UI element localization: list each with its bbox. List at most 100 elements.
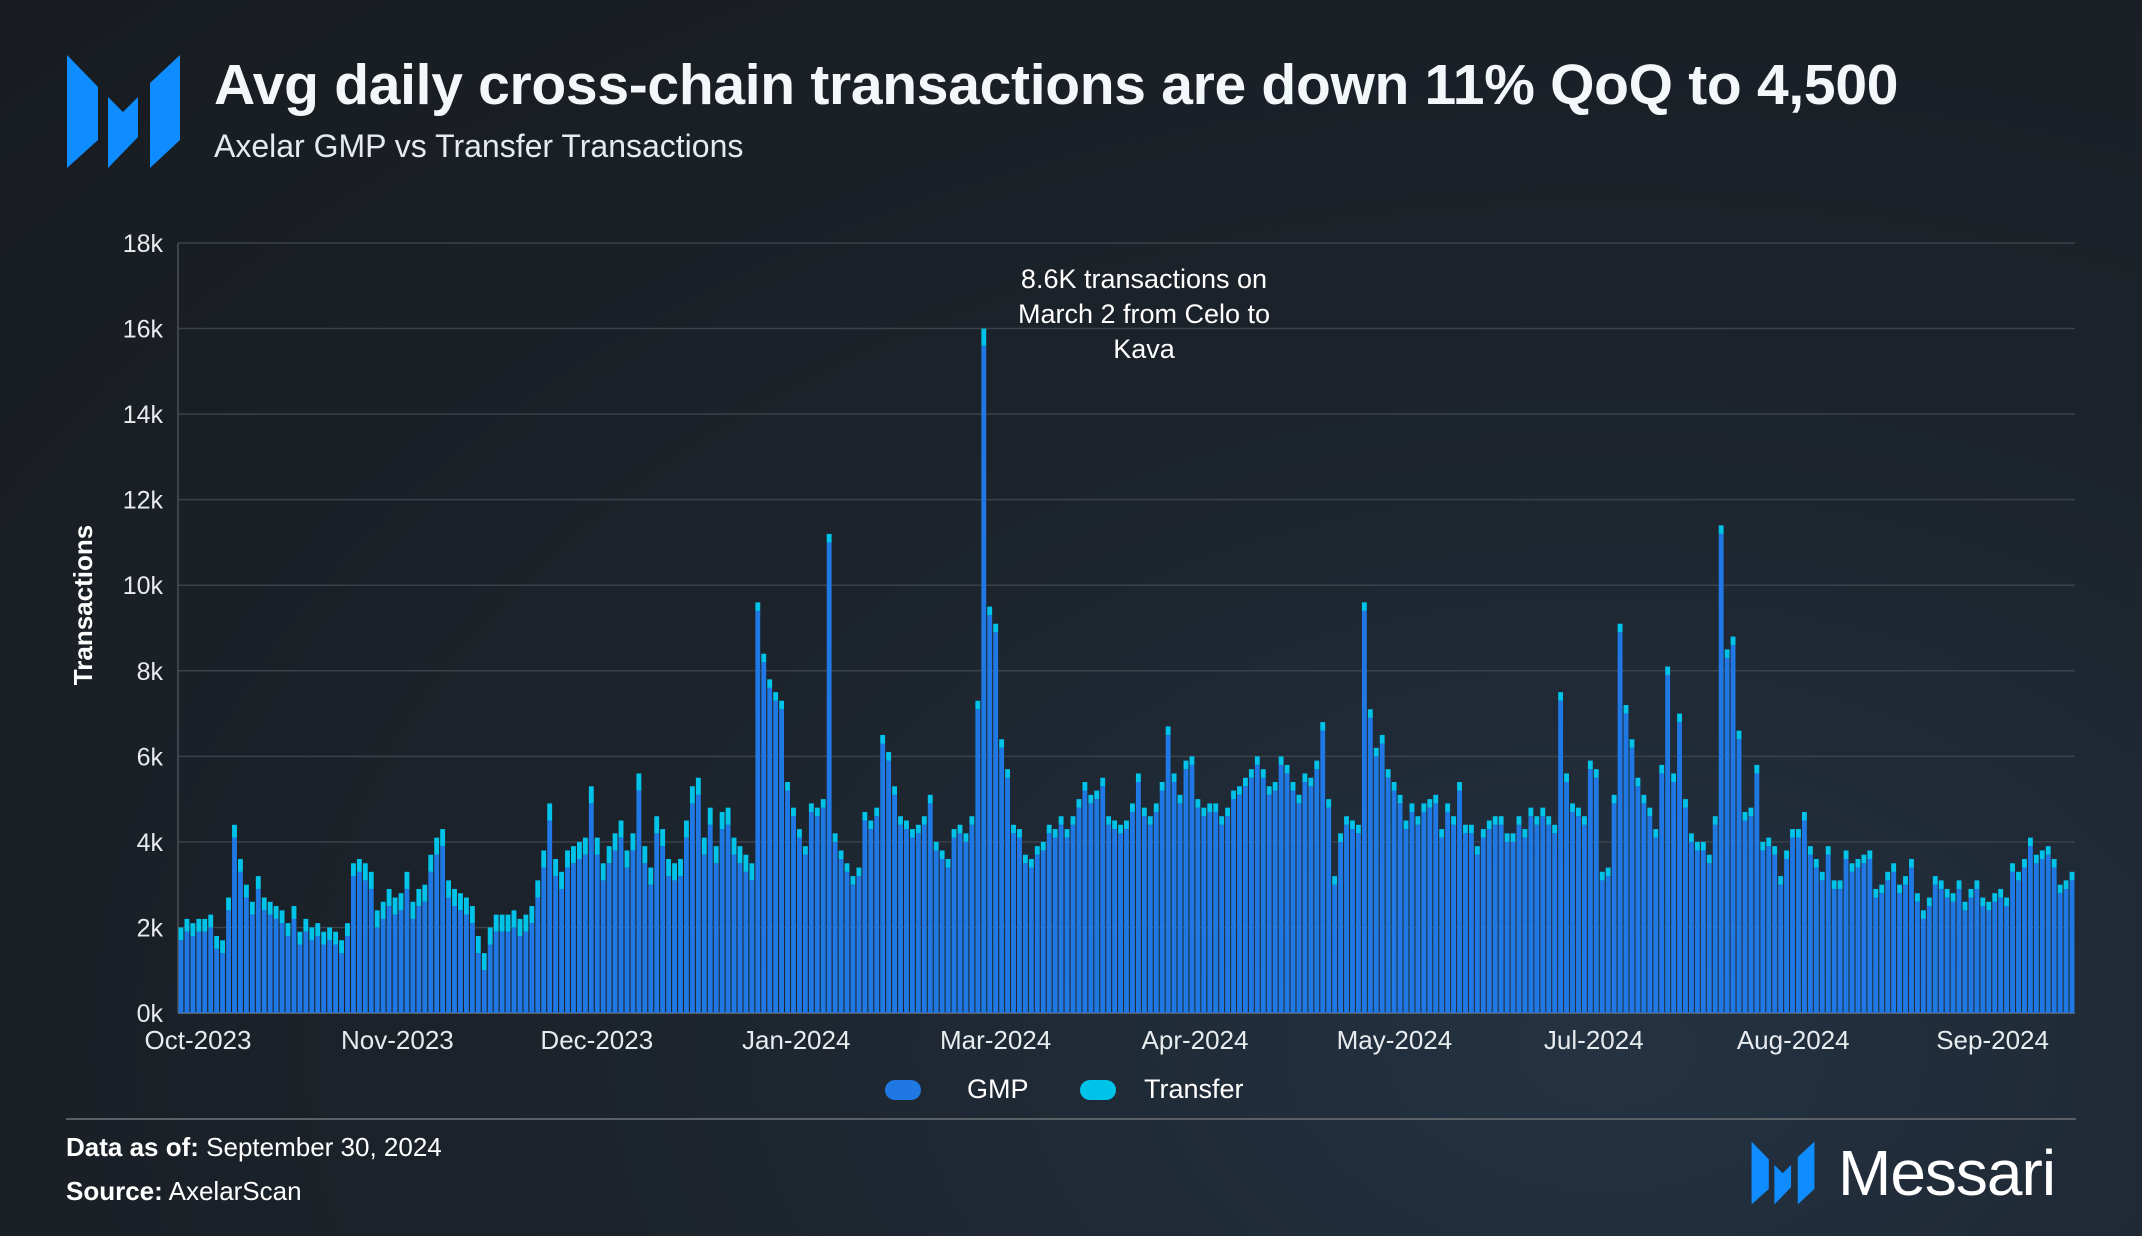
bar-transfer: [1843, 850, 1849, 859]
bar-gmp: [523, 931, 529, 1013]
bar-transfer: [666, 859, 672, 877]
bar-transfer: [892, 786, 898, 795]
bar-transfer: [939, 850, 945, 859]
bar-gmp: [493, 931, 499, 1013]
bar-gmp: [594, 854, 600, 1013]
bar-gmp: [1141, 816, 1147, 1013]
bar-gmp: [1968, 897, 1974, 1013]
bar-gmp: [398, 910, 404, 1013]
bar-gmp: [392, 914, 398, 1013]
bar-transfer: [779, 700, 785, 710]
bar-transfer: [404, 871, 410, 889]
bar-transfer: [511, 910, 517, 928]
bar-gmp: [499, 931, 505, 1013]
bar-transfer: [743, 854, 749, 872]
bar-gmp: [529, 923, 535, 1013]
bar-gmp: [779, 709, 785, 1013]
bar-transfer: [1302, 773, 1308, 782]
bar-gmp: [321, 944, 327, 1013]
data-as-of-label: Data as of:: [66, 1132, 199, 1162]
bar-transfer: [796, 829, 802, 838]
y-tick-label: 6k: [137, 743, 164, 771]
bar-gmp: [1790, 837, 1795, 1013]
bar-transfer: [1017, 829, 1022, 838]
bar-gmp: [327, 940, 333, 1013]
bar-gmp: [886, 760, 892, 1013]
bar-gmp: [1219, 824, 1225, 1013]
bar-gmp: [1397, 803, 1403, 1013]
bar-gmp: [701, 854, 707, 1013]
bar-transfer: [737, 846, 743, 864]
bar-transfer: [1480, 829, 1486, 838]
bar-transfer: [565, 850, 570, 868]
bar-transfer: [1706, 854, 1712, 864]
bar-gmp: [1272, 790, 1278, 1013]
bar-transfer: [1623, 705, 1629, 714]
bar-transfer: [957, 824, 963, 834]
bar-transfer: [874, 807, 880, 817]
bar-transfer: [1742, 811, 1748, 821]
bar-transfer: [392, 897, 398, 915]
legend-item-gmp[interactable]: GMP: [885, 1074, 1029, 1105]
bar-gmp: [452, 906, 457, 1013]
bar-gmp: [255, 888, 261, 1013]
bar-transfer: [1403, 820, 1409, 830]
bar-transfer: [1451, 816, 1457, 825]
bar-gmp: [1153, 811, 1159, 1013]
bar-gmp: [214, 948, 220, 1013]
bar-transfer: [993, 623, 999, 633]
bar-transfer: [1796, 829, 1801, 838]
bar-transfer: [1855, 859, 1861, 868]
bar-gmp: [517, 936, 523, 1013]
bar-gmp: [707, 824, 713, 1013]
bar-transfer: [921, 816, 927, 825]
bar-gmp: [190, 936, 196, 1013]
bar-transfer: [915, 824, 921, 834]
bar-transfer: [1629, 739, 1635, 748]
bar-gmp: [767, 687, 773, 1013]
bar-transfer: [1076, 799, 1082, 808]
bar-gmp: [1278, 764, 1284, 1013]
bar-gmp: [1005, 777, 1011, 1013]
bar-gmp: [1706, 863, 1712, 1013]
bar-transfer: [1510, 833, 1516, 842]
bar-transfer: [1974, 880, 1980, 889]
bar-gmp: [606, 863, 612, 1013]
bar-transfer: [1213, 803, 1219, 812]
bar-gmp: [1593, 777, 1599, 1013]
x-tick-label: Mar-2024: [940, 1025, 1051, 1055]
bar-transfer: [1784, 850, 1790, 859]
bar-gmp: [898, 824, 903, 1013]
bar-gmp: [1302, 782, 1308, 1013]
bar-gmp: [1891, 871, 1897, 1013]
bar-transfer: [1308, 777, 1314, 787]
bar-gmp: [2016, 880, 2021, 1013]
bar-gmp: [969, 824, 975, 1013]
bar-transfer: [933, 841, 939, 851]
bar-transfer: [1837, 880, 1843, 889]
bar-transfer: [327, 927, 333, 941]
bar-gmp: [571, 863, 576, 1013]
bar-transfer: [345, 923, 350, 936]
bar-gmp: [1326, 807, 1332, 1013]
legend-item-transfer[interactable]: Transfer: [1080, 1074, 1244, 1105]
bar-gmp: [1873, 897, 1879, 1013]
bar-transfer: [1950, 893, 1956, 902]
bar-gmp: [339, 953, 344, 1013]
bar-transfer: [475, 936, 481, 954]
bar-gmp: [487, 944, 493, 1013]
bar-gmp: [1825, 854, 1831, 1013]
bar-gmp: [1344, 824, 1349, 1013]
bar-transfer: [1242, 777, 1248, 787]
bar-gmp: [1332, 884, 1338, 1013]
bar-gmp: [1849, 871, 1855, 1013]
bar-transfer: [1011, 824, 1016, 834]
bar-gmp: [1439, 837, 1445, 1013]
y-axis-ticks: 0k 2k 4k 6k 8k 10k 12k 14k 16k 18k: [123, 230, 164, 1028]
bar-gmp: [1605, 876, 1611, 1013]
bar-transfer: [1207, 803, 1213, 812]
bar-transfer: [1350, 820, 1355, 830]
bar-transfer: [2063, 880, 2069, 889]
bar-transfer: [1141, 807, 1147, 817]
